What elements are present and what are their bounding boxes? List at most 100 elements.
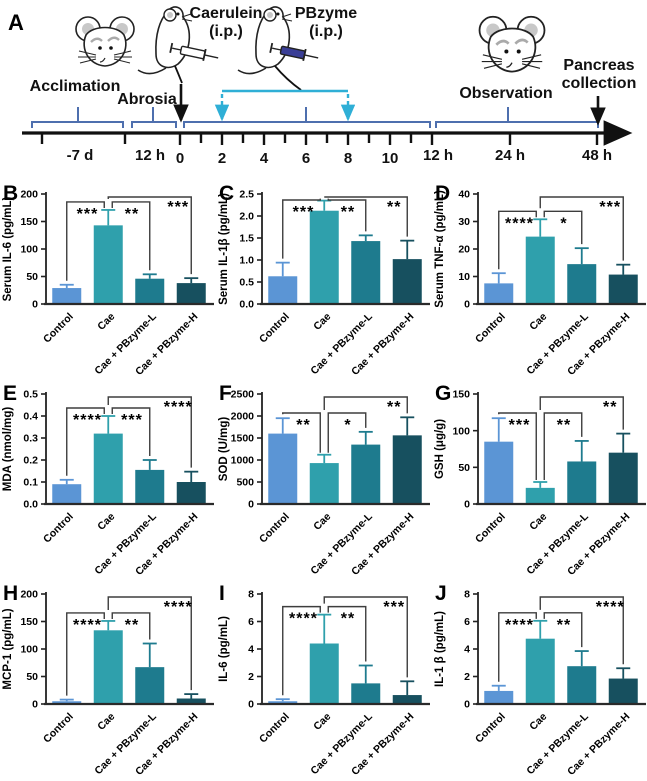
bar-Cae + PBzyme-L <box>135 278 165 304</box>
error-bar-Cae + PBzyme-H <box>400 239 415 260</box>
error-bar-Control <box>59 698 74 702</box>
error-bar-Cae + PBzyme-L <box>142 273 157 279</box>
bar-Control <box>484 690 514 704</box>
error-bar-Cae + PBzyme-H <box>184 277 199 284</box>
bar-Cae + PBzyme-L <box>567 264 597 304</box>
error-bar-Control <box>491 684 506 691</box>
x-tick-label-Control: Control <box>257 511 292 546</box>
error-bar-Cae + PBzyme-H <box>184 470 199 482</box>
sig-Cae-vs-Cae + PBzyme-H: ** <box>324 196 408 237</box>
y-axis-title: Serum TNF-α (pg/mL) <box>434 190 446 308</box>
y-tick-label: 50 <box>26 671 38 683</box>
sig-Cae-vs-Cae + PBzyme-L: ** <box>543 412 583 480</box>
chart-panel-D: D 0 10 20 30 40 Serum TNF-α (pg/mL) **** * *** Co… <box>432 180 647 380</box>
y-tick-label: 0.5 <box>23 389 38 401</box>
sig-Cae-vs-Cae + PBzyme-L: ** <box>327 605 367 662</box>
sig-stars: ** <box>341 204 355 221</box>
error-bar-Cae + PBzyme-L <box>358 430 373 445</box>
y-tick-label: 2500 <box>231 389 255 401</box>
sig-Control-vs-Cae: **** <box>498 210 537 270</box>
chart-panel-G: G 0 50 100 150 GSH (μg/g) *** ** ** Control Cae Ca… <box>432 380 647 580</box>
error-bar-Cae <box>533 619 548 639</box>
mouse-icon-caerulein <box>137 6 193 75</box>
bar-Cae + PBzyme-H <box>392 259 422 304</box>
y-tick-label: 4 <box>464 644 470 656</box>
panel-label: E <box>3 382 18 405</box>
panel-label: H <box>3 582 19 605</box>
sig-Cae-vs-Cae + PBzyme-H: **** <box>107 396 193 468</box>
y-tick-label: 0 <box>464 299 470 311</box>
y-axis-ticks: 0 2 4 6 8 <box>248 589 262 711</box>
x-tick-label-Control: Control <box>473 511 508 546</box>
sig-stars: *** <box>293 204 315 221</box>
sig-stars: ** <box>341 611 355 628</box>
y-tick-label: 2000 <box>231 411 255 423</box>
y-tick-label: 100 <box>452 425 470 437</box>
y-axis-title: Serum IL-1β (pg/mL) <box>218 193 230 305</box>
bar-Control <box>52 701 82 704</box>
x-tick-label-Cae: Cae <box>527 711 549 733</box>
sig-stars: ** <box>125 206 139 223</box>
sig-stars: **** <box>164 399 193 416</box>
panel-label: G <box>435 382 452 405</box>
chart-panel-H: H 0 50 100 150 200 MCP-1 (pg/mL) **** ** **** Con… <box>0 580 216 780</box>
y-tick-label: 0 <box>32 699 38 711</box>
bar-Cae + PBzyme-L <box>351 444 381 504</box>
x-tick-label-Control: Control <box>41 711 76 746</box>
sig-stars: ** <box>387 199 401 216</box>
error-bar-Cae <box>101 209 116 226</box>
panel-label-A: A <box>8 10 24 35</box>
timeline-panel: A Acclimation Abrosia Caerulein (i.p.) P… <box>0 0 647 180</box>
bar-Cae + PBzyme-L <box>567 461 597 504</box>
sig-stars: * <box>344 417 351 434</box>
sig-Cae-vs-Cae + PBzyme-H: **** <box>107 596 192 691</box>
y-tick-label: 0 <box>464 699 470 711</box>
error-bar-Cae + PBzyme-H <box>400 416 415 436</box>
error-bar-Cae + PBzyme-L <box>358 664 373 684</box>
sig-stars: ** <box>603 399 617 416</box>
sig-stars: *** <box>167 199 189 216</box>
sig-Control-vs-Cae: **** <box>66 407 105 476</box>
tick-8: 8 <box>344 150 352 167</box>
bar-Cae + PBzyme-H <box>176 698 206 704</box>
sig-stars: *** <box>383 599 405 616</box>
sig-Cae-vs-Cae + PBzyme-L: *** <box>111 407 151 456</box>
error-bar-Cae <box>533 481 548 488</box>
error-bar-Cae <box>533 218 548 237</box>
timeline-diagram: A Acclimation Abrosia Caerulein (i.p.) P… <box>8 5 636 167</box>
panel-label: D <box>435 182 451 205</box>
panel-label: C <box>219 182 235 205</box>
y-tick-label: 8 <box>464 589 470 601</box>
y-tick-label: 1000 <box>231 455 255 467</box>
sig-Cae-vs-Cae + PBzyme-H: ** <box>323 396 408 416</box>
y-tick-label: 0.2 <box>23 455 38 467</box>
timeline-axis-ticks <box>40 133 599 145</box>
panel-label: F <box>219 382 232 405</box>
sig-Control-vs-Cae: ** <box>282 412 321 453</box>
sig-stars: ** <box>125 617 139 634</box>
pancreas-label-1: Pancreas <box>563 57 634 74</box>
tick-4: 4 <box>260 150 269 167</box>
error-bar-Cae + PBzyme-H <box>616 432 631 453</box>
y-tick-label: 0.0 <box>23 499 38 511</box>
bar-Cae + PBzyme-L <box>135 667 165 704</box>
sig-Cae-vs-Cae + PBzyme-L: ** <box>111 612 151 640</box>
y-tick-label: 1500 <box>231 433 255 445</box>
bar-Cae + PBzyme-H <box>608 452 638 504</box>
tick-12h: 12 h <box>423 147 453 164</box>
bar-Control <box>484 283 514 304</box>
y-tick-label: 20 <box>458 244 470 256</box>
sig-stars: * <box>560 215 567 232</box>
panel-label: I <box>219 582 225 605</box>
x-tick-label-Cae: Cae <box>95 311 117 333</box>
pbzyme-route-label: (i.p.) <box>309 23 343 40</box>
y-tick-label: 500 <box>236 477 254 489</box>
tick-minus7d: -7 d <box>67 147 94 164</box>
tick-12h-pre: 12 h <box>135 147 165 164</box>
sig-stars: ** <box>557 617 571 634</box>
sig-stars: ** <box>296 417 310 434</box>
y-tick-label: 2 <box>248 671 254 683</box>
